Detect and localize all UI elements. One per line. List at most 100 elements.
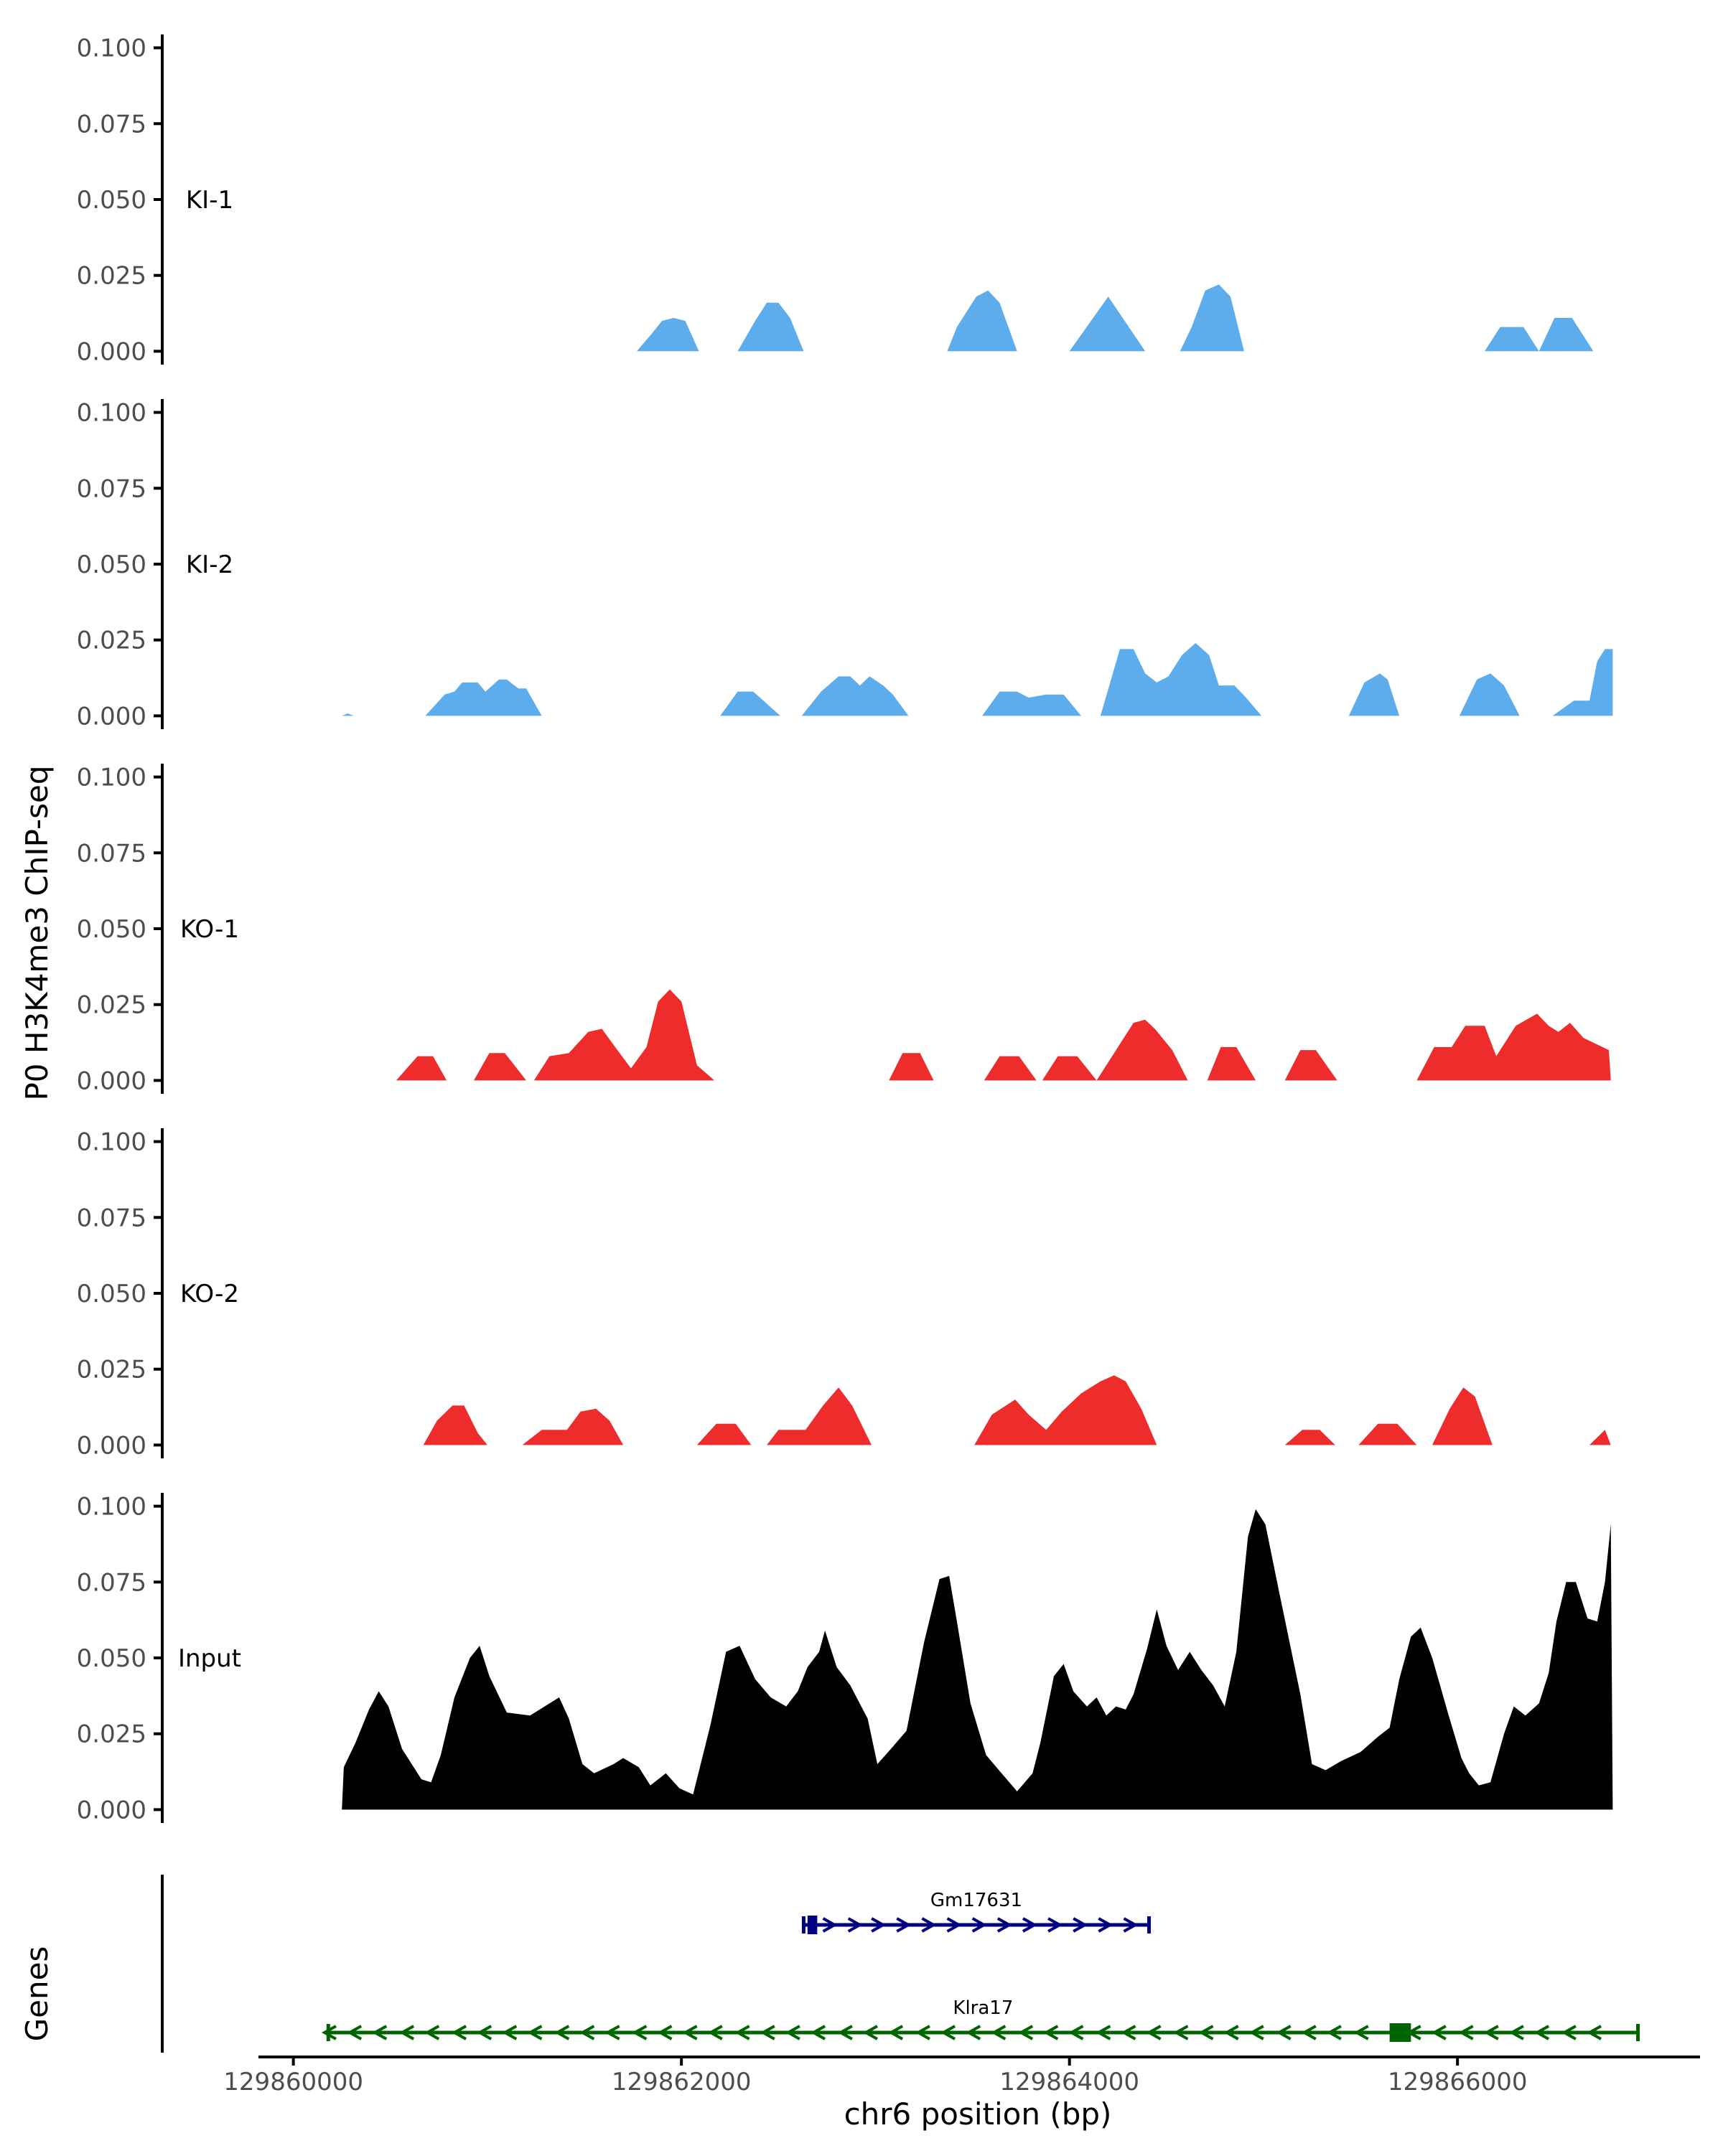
y-tick-label: 0.050 xyxy=(77,1644,146,1673)
strand-arrow-icon xyxy=(1458,2025,1474,2040)
strand-arrow-icon xyxy=(1534,2025,1550,2040)
strand-arrow-icon xyxy=(760,2025,775,2040)
strand-arrow-icon xyxy=(996,1917,1012,1933)
track-label-ko-1: KO-1 xyxy=(180,915,239,944)
x-tick-label: 129860000 xyxy=(223,2068,363,2096)
track-panel-ki-1: 0.000 0.025 0.050 0.075 0.100 KI-1 xyxy=(77,34,1594,366)
track-label-ki-2: KI-2 xyxy=(186,550,233,579)
strand-arrow-icon xyxy=(915,2025,930,2040)
gene-name-label: Gm17631 xyxy=(930,1890,1022,1911)
strand-arrow-icon xyxy=(579,2025,595,2040)
track-panel-ko-1: 0.000 0.025 0.050 0.075 0.100 KO-1 xyxy=(77,764,1611,1095)
coverage-area-input xyxy=(342,1509,1613,1810)
strand-arrow-icon xyxy=(347,2025,363,2040)
exon-block xyxy=(807,1916,818,1934)
strand-arrow-icon xyxy=(321,2025,337,2040)
strand-arrow-icon xyxy=(1561,2025,1577,2040)
strand-arrow-icon xyxy=(1068,2025,1084,2040)
strand-arrow-icon xyxy=(734,2025,750,2040)
strand-arrow-icon xyxy=(971,1917,987,1933)
coverage-area-ko-1 xyxy=(396,989,1611,1081)
strand-arrow-icon xyxy=(477,2025,492,2040)
y-tick-label: 0.100 xyxy=(77,1128,146,1157)
strand-arrow-icon xyxy=(871,1917,887,1933)
y-tick-label: 0.025 xyxy=(77,991,146,1020)
strand-arrow-icon xyxy=(1123,1917,1139,1933)
y-tick-label: 0.025 xyxy=(77,1720,146,1749)
strand-arrow-icon xyxy=(1508,2025,1524,2040)
strand-arrow-icon xyxy=(1223,2025,1239,2040)
y-tick-label: 0.075 xyxy=(77,1568,146,1597)
y-tick-label: 0.000 xyxy=(77,1796,146,1824)
strand-arrow-icon xyxy=(1431,2025,1447,2040)
strand-arrow-icon xyxy=(837,2025,853,2040)
x-tick-label: 129862000 xyxy=(612,2068,752,2096)
strand-arrow-icon xyxy=(862,2025,878,2040)
strand-arrow-icon xyxy=(1022,1917,1037,1933)
strand-arrow-icon xyxy=(1121,2025,1136,2040)
coverage-tracks: 0.0000.0250.0500.0750.100KI-10.0000.0250… xyxy=(77,34,1613,1824)
gene-annotation-track: Gm17631 Klra17 xyxy=(161,1875,1640,2053)
track-label-ko-2: KO-2 xyxy=(180,1280,239,1308)
y-tick-label: 0.050 xyxy=(77,1280,146,1308)
strand-arrow-icon xyxy=(451,2025,467,2040)
strand-arrow-icon xyxy=(1276,2025,1292,2040)
coverage-area-ki-2 xyxy=(342,642,1613,716)
x-tick-label: 129864000 xyxy=(999,2068,1139,2096)
track-panel-ki-2: 0.000 0.025 0.050 0.075 0.100 KI-2 xyxy=(77,399,1613,731)
track-panel-input: 0.000 0.025 0.050 0.075 0.100 Input xyxy=(77,1493,1613,1824)
strand-arrow-icon xyxy=(657,2025,673,2040)
strand-arrow-icon xyxy=(896,1917,912,1933)
y-tick-label: 0.025 xyxy=(77,262,146,291)
coverage-area-ko-2 xyxy=(423,1375,1611,1445)
strand-arrow-icon xyxy=(682,2025,698,2040)
y-tick-label: 0.050 xyxy=(77,186,146,215)
strand-arrow-icon xyxy=(847,1917,863,1933)
y-tick-label: 0.100 xyxy=(77,1493,146,1522)
strand-arrow-icon xyxy=(946,1917,962,1933)
strand-arrow-icon xyxy=(991,2025,1007,2040)
y-tick-label: 0.000 xyxy=(77,1431,146,1460)
track-label-ki-1: KI-1 xyxy=(186,186,233,215)
y-tick-label: 0.075 xyxy=(77,839,146,868)
y-axis-title: P0 H3K4me3 ChIP-seq xyxy=(19,765,55,1100)
y-tick-label: 0.025 xyxy=(77,627,146,655)
strand-arrow-icon xyxy=(604,2025,620,2040)
y-tick-label: 0.000 xyxy=(77,702,146,731)
x-axis-title: chr6 position (bp) xyxy=(844,2096,1112,2132)
strand-arrow-icon xyxy=(1173,2025,1189,2040)
y-tick-label: 0.050 xyxy=(77,550,146,579)
strand-arrow-icon xyxy=(1301,2025,1317,2040)
genes-track-title: Genes xyxy=(19,1946,55,2042)
coverage-area-ki-1 xyxy=(637,284,1594,352)
strand-arrow-icon xyxy=(888,2025,904,2040)
y-tick-label: 0.025 xyxy=(77,1356,146,1384)
strand-arrow-icon xyxy=(1198,2025,1214,2040)
track-panel-ko-2: 0.000 0.025 0.050 0.075 0.100 KO-2 xyxy=(77,1128,1611,1460)
strand-arrow-icon xyxy=(1096,2025,1111,2040)
strand-arrow-icon xyxy=(810,2025,826,2040)
y-tick-label: 0.050 xyxy=(77,915,146,944)
x-axis: 129860000 129862000 129864000 129866000 xyxy=(223,2056,1700,2096)
strand-arrow-icon xyxy=(940,2025,956,2040)
y-tick-label: 0.075 xyxy=(77,110,146,139)
gene-name-label: Klra17 xyxy=(953,1997,1013,2019)
strand-arrow-icon xyxy=(1047,1917,1063,1933)
strand-arrow-icon xyxy=(632,2025,648,2040)
y-tick-label: 0.100 xyxy=(77,34,146,63)
y-tick-label: 0.000 xyxy=(77,337,146,366)
strand-arrow-icon xyxy=(1146,2025,1162,2040)
strand-arrow-icon xyxy=(502,2025,518,2040)
strand-arrow-icon xyxy=(785,2025,800,2040)
y-tick-label: 0.075 xyxy=(77,1204,146,1232)
strand-arrow-icon xyxy=(399,2025,415,2040)
track-label-input: Input xyxy=(178,1644,241,1673)
strand-arrow-icon xyxy=(527,2025,543,2040)
strand-arrow-icon xyxy=(707,2025,723,2040)
strand-arrow-icon xyxy=(1326,2025,1342,2040)
strand-arrow-icon xyxy=(554,2025,570,2040)
strand-arrow-icon xyxy=(372,2025,388,2040)
strand-arrow-icon xyxy=(1248,2025,1264,2040)
